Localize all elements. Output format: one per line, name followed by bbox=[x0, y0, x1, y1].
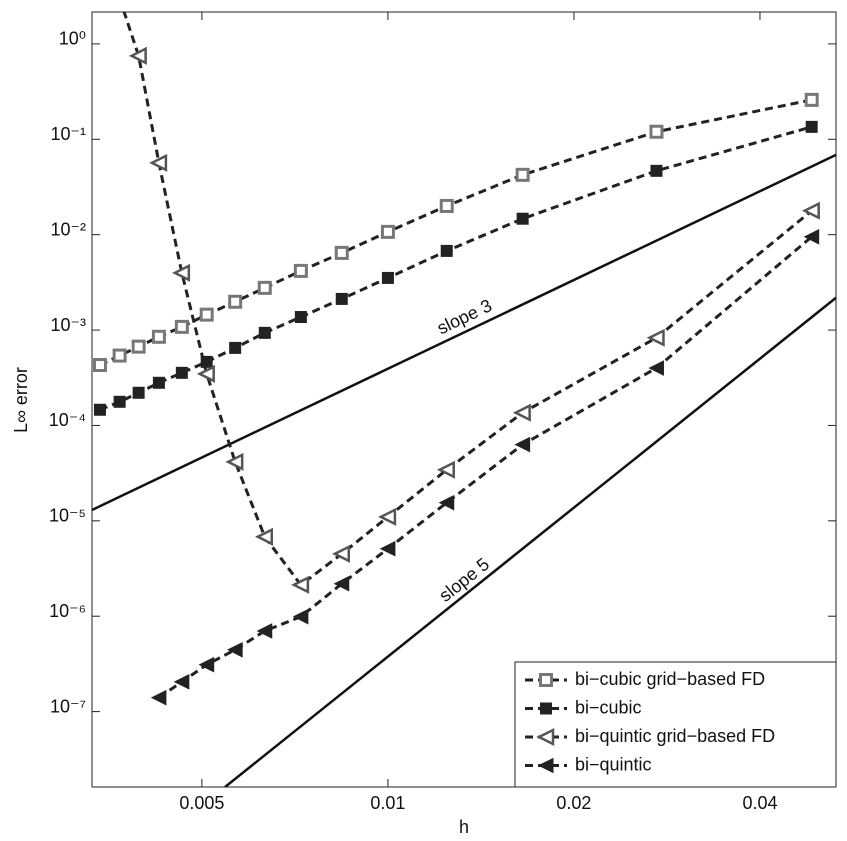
marker bbox=[112, 348, 127, 363]
plot-layer bbox=[92, 0, 836, 787]
marker bbox=[113, 395, 126, 408]
y-tick-label: 10⁻² bbox=[50, 219, 86, 239]
marker bbox=[172, 263, 191, 282]
x-tick-label: 0.04 bbox=[742, 793, 777, 813]
marker bbox=[199, 307, 214, 322]
x-tick-label: 0.02 bbox=[556, 793, 591, 813]
legend-marker bbox=[536, 727, 555, 747]
series-line bbox=[99, 125, 813, 412]
legend-label: bi−quintic bbox=[575, 754, 652, 774]
marker bbox=[294, 311, 307, 324]
marker bbox=[173, 674, 190, 690]
marker bbox=[439, 198, 454, 213]
marker bbox=[646, 328, 665, 347]
y-tick-label: 10⁻⁵ bbox=[49, 506, 86, 526]
series-line bbox=[99, 98, 812, 367]
marker bbox=[649, 124, 664, 139]
marker bbox=[378, 507, 397, 526]
legend-box bbox=[514, 661, 837, 788]
marker bbox=[516, 212, 529, 225]
y-tick-label: 10⁻⁶ bbox=[49, 601, 86, 621]
marker bbox=[174, 319, 189, 334]
marker bbox=[804, 92, 819, 107]
marker bbox=[128, 46, 147, 65]
marker bbox=[291, 575, 310, 594]
marker bbox=[293, 263, 308, 278]
marker bbox=[440, 244, 453, 257]
plot-area bbox=[91, 11, 837, 788]
marker bbox=[113, 0, 127, 5]
legend-marker bbox=[539, 673, 553, 687]
marker bbox=[200, 355, 213, 368]
marker bbox=[152, 376, 165, 389]
series-line bbox=[158, 235, 813, 699]
marker bbox=[514, 436, 531, 453]
marker bbox=[379, 540, 396, 557]
marker bbox=[254, 527, 274, 546]
marker bbox=[801, 201, 820, 220]
marker bbox=[512, 403, 531, 422]
y-tick-label: 10⁻¹ bbox=[50, 124, 86, 144]
marker bbox=[132, 386, 145, 399]
y-axis-label: L∞ error bbox=[11, 367, 31, 433]
x-tick-label: 0.005 bbox=[179, 793, 224, 813]
marker bbox=[196, 364, 215, 383]
marker bbox=[229, 341, 242, 354]
y-tick-label: 10⁻⁴ bbox=[49, 410, 86, 430]
marker bbox=[648, 360, 664, 376]
legend-label: bi−quintic grid−based FD bbox=[575, 726, 775, 746]
marker bbox=[380, 224, 395, 239]
legend-marker bbox=[537, 757, 554, 774]
marker bbox=[515, 167, 530, 182]
marker bbox=[256, 623, 273, 639]
marker bbox=[650, 164, 663, 177]
y-tick-label: 10⁻⁷ bbox=[50, 696, 86, 716]
marker bbox=[93, 403, 106, 416]
legend-label: bi−cubic bbox=[575, 697, 642, 717]
marker bbox=[228, 294, 243, 309]
marker bbox=[92, 358, 107, 373]
reference-line bbox=[224, 296, 836, 787]
marker bbox=[335, 292, 348, 305]
legend-label: bi−cubic grid−based FD bbox=[575, 669, 765, 689]
marker bbox=[438, 494, 455, 511]
marker bbox=[258, 326, 271, 339]
marker bbox=[292, 608, 309, 625]
x-axis-label: h bbox=[459, 817, 469, 837]
marker bbox=[805, 120, 818, 133]
marker bbox=[436, 460, 455, 479]
marker bbox=[175, 366, 188, 379]
marker bbox=[334, 245, 349, 260]
marker bbox=[149, 153, 168, 172]
marker bbox=[257, 280, 272, 295]
reference-line bbox=[92, 153, 836, 512]
marker bbox=[227, 641, 243, 658]
y-tick-label: 10⁻³ bbox=[50, 315, 86, 335]
y-tick-label: 10⁰ bbox=[59, 29, 86, 49]
marker bbox=[151, 329, 166, 344]
marker bbox=[198, 656, 215, 673]
marker bbox=[333, 575, 350, 592]
series-line bbox=[122, 12, 813, 587]
marker bbox=[331, 544, 351, 563]
marker bbox=[225, 452, 244, 471]
marker bbox=[803, 228, 820, 245]
marker bbox=[381, 271, 394, 284]
marker bbox=[131, 339, 146, 354]
legend-marker bbox=[540, 702, 552, 715]
x-tick-label: 0.01 bbox=[370, 793, 405, 813]
marker bbox=[150, 689, 167, 706]
